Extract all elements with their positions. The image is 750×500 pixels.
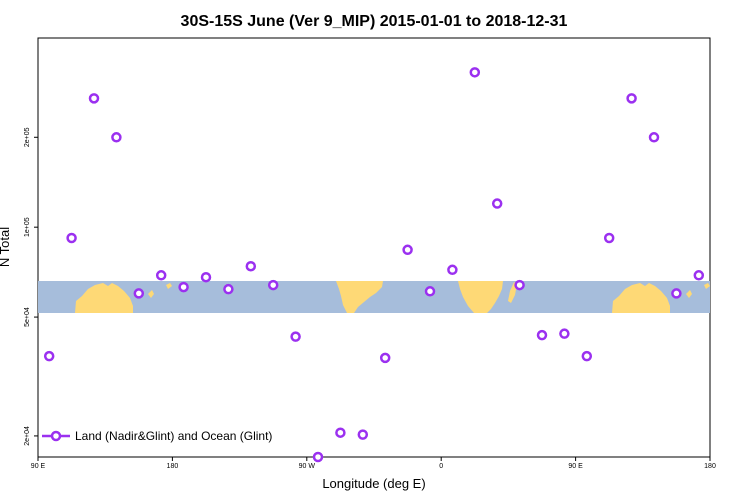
data-point	[88, 93, 100, 104]
data-point	[245, 260, 257, 272]
data-point	[357, 429, 369, 440]
land-australia-right	[612, 283, 670, 313]
data-point	[603, 232, 615, 244]
y-axis: 2e+04 5e+04 1e+05 2e+05	[24, 127, 38, 446]
x-tick-label: 90 E	[31, 463, 46, 470]
data-point	[111, 132, 122, 143]
land-new-caledonia-left	[166, 283, 172, 289]
land-australia-right-islet	[686, 290, 692, 298]
y-tick-label: 2e+05	[24, 127, 31, 147]
legend-label: Land (Nadir&Glint) and Ocean (Glint)	[75, 429, 272, 443]
data-point	[43, 350, 55, 362]
plot-frame	[37, 37, 711, 458]
data-points	[43, 67, 705, 463]
x-axis-label: Longitude (deg E)	[322, 476, 425, 491]
land-africa	[458, 281, 503, 313]
land-new-caledonia-right	[704, 283, 710, 289]
chart-title: 30S-15S June (Ver 9_MIP) 2015-01-01 to 2…	[181, 13, 568, 30]
data-point	[267, 279, 279, 291]
data-point	[66, 232, 77, 244]
background-map	[38, 281, 710, 313]
y-axis-label: N Total	[0, 227, 12, 267]
data-point	[581, 350, 593, 362]
data-point	[469, 67, 481, 78]
data-point	[155, 270, 167, 281]
data-point	[424, 286, 436, 297]
data-point	[671, 288, 682, 299]
x-tick-label: 90 W	[299, 463, 316, 470]
data-point	[491, 198, 503, 209]
x-tick-label: 90 E	[568, 463, 583, 470]
data-point	[626, 93, 637, 104]
land-australia-left-islet	[148, 290, 154, 298]
data-point	[312, 451, 324, 463]
x-tick-label: 180	[167, 463, 179, 470]
data-point	[335, 427, 346, 438]
y-tick-label: 1e+05	[24, 217, 31, 237]
data-point	[200, 271, 212, 283]
data-point	[693, 270, 705, 281]
plot-area: 90 E 180 90 W 0 90 E 180 2e+04 5e+04 1e+05 2e+05	[24, 37, 716, 470]
data-point	[223, 283, 234, 295]
data-point	[514, 279, 525, 291]
data-point	[648, 132, 660, 143]
data-point	[133, 288, 145, 299]
y-tick-label: 2e+04	[24, 426, 31, 446]
land-australia-left	[75, 283, 133, 313]
land-madagascar	[508, 282, 517, 303]
legend: Land (Nadir&Glint) and Ocean (Glint)	[42, 429, 272, 443]
y-tick-label: 5e+04	[24, 307, 31, 327]
data-point	[178, 281, 189, 293]
data-point	[536, 329, 548, 341]
land-south-america	[336, 281, 383, 313]
data-point	[379, 352, 391, 364]
data-point	[402, 244, 413, 256]
x-tick-label: 0	[439, 463, 443, 470]
legend-marker	[50, 430, 62, 442]
data-point	[447, 264, 458, 276]
data-point	[559, 328, 570, 339]
data-point	[290, 331, 301, 342]
x-axis: 90 E 180 90 W 0 90 E 180	[31, 457, 716, 470]
x-tick-label: 180	[704, 463, 716, 470]
